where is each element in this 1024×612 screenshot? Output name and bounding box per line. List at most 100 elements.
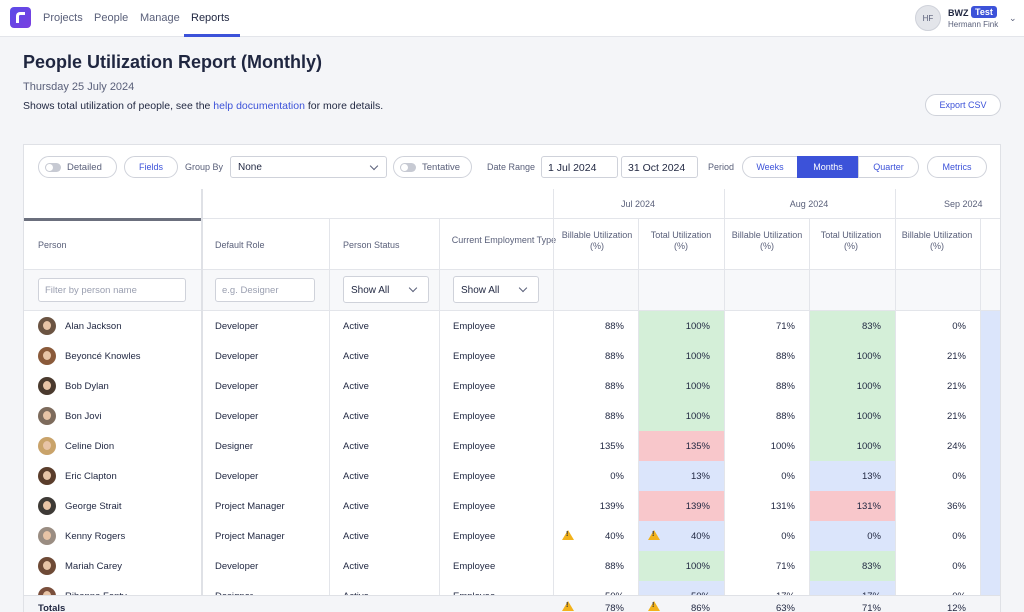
person-name[interactable]: Bob Dylan	[65, 381, 109, 392]
cell-shade	[639, 461, 724, 491]
person-name[interactable]: Beyoncé Knowles	[65, 351, 141, 362]
aug-billable: 71%	[775, 561, 795, 572]
aug-billable: 88%	[775, 351, 795, 362]
metrics-button[interactable]: Metrics	[927, 156, 987, 178]
user-name: Hermann Fink	[948, 20, 999, 29]
default-role: Developer	[215, 561, 259, 572]
aug-total: 100%	[856, 381, 881, 392]
table-row[interactable]: George Strait Project Manager Active Employ…	[24, 491, 1000, 521]
report-description: Shows total utilization of people, see t…	[23, 100, 384, 112]
cell-shade	[810, 461, 895, 491]
app-logo-icon[interactable]	[10, 7, 31, 28]
jul-total: 100%	[685, 351, 710, 362]
warning-icon	[648, 601, 660, 611]
person-avatar	[38, 317, 56, 335]
detailed-toggle[interactable]: Detailed	[38, 156, 117, 178]
report-panel: Detailed Fields Group By None Tentative …	[23, 144, 1001, 612]
col-header-jul-total[interactable]: Total Utilization (%)	[650, 230, 712, 251]
nav-people[interactable]: People	[94, 12, 129, 24]
cell-shade	[810, 401, 895, 431]
col-header-aug-total[interactable]: Total Utilization (%)	[820, 230, 882, 251]
col-header-status[interactable]: Person Status	[343, 240, 400, 250]
person-status: Active	[343, 351, 369, 362]
env-badge: Test	[971, 6, 997, 18]
table-row[interactable]: Bob Dylan Developer Active Employee 88% 100% 8…	[24, 371, 1000, 401]
warning-icon	[562, 601, 574, 611]
org-name: BWZ	[948, 8, 969, 18]
export-csv-button[interactable]: Export CSV	[925, 94, 1001, 116]
tentative-toggle[interactable]: Tentative	[393, 156, 472, 178]
period-weeks[interactable]: Weeks	[742, 156, 798, 178]
warning-icon	[562, 530, 574, 540]
aug-billable: 100%	[770, 441, 795, 452]
page-title: People Utilization Report (Monthly)	[23, 52, 322, 72]
date-from-input[interactable]: 1 Jul 2024	[541, 156, 618, 178]
cell-shade	[981, 461, 1000, 491]
jul-total: 100%	[685, 381, 710, 392]
person-name[interactable]: Eric Clapton	[65, 471, 117, 482]
col-header-role[interactable]: Default Role	[215, 240, 265, 250]
sep-billable: 0%	[952, 471, 966, 482]
group-by-select[interactable]: None	[230, 156, 387, 178]
jul-total: 100%	[685, 411, 710, 422]
employment-type: Employee	[453, 471, 496, 482]
jul-billable: 139%	[599, 501, 624, 512]
cell-shade	[810, 431, 895, 461]
jul-billable: 88%	[604, 561, 624, 572]
table-row[interactable]: Mariah Carey Developer Active Employee 88% 10…	[24, 551, 1000, 581]
nav-reports[interactable]: Reports	[191, 12, 230, 24]
period-months[interactable]: Months	[797, 156, 859, 178]
col-header-jul-billable[interactable]: Billable Utilization (%)	[561, 230, 633, 251]
period-label: Period	[708, 162, 735, 172]
cell-shade	[639, 401, 724, 431]
table-row[interactable]: Eric Clapton Developer Active Employee 0% 13%…	[24, 461, 1000, 491]
jul-total: 100%	[685, 321, 710, 332]
jul-total: 139%	[685, 501, 710, 512]
aug-total: 83%	[861, 561, 881, 572]
avatar[interactable]: HF	[915, 5, 941, 31]
person-avatar	[38, 377, 56, 395]
col-header-aug-billable[interactable]: Billable Utilization (%)	[731, 230, 803, 251]
nav-manage[interactable]: Manage	[140, 12, 180, 24]
default-role: Developer	[215, 381, 259, 392]
person-name[interactable]: Mariah Carey	[65, 561, 123, 572]
person-name[interactable]: George Strait	[65, 501, 122, 512]
sep-billable: 24%	[946, 441, 966, 452]
filter-role-input[interactable]: e.g. Designer	[215, 278, 315, 302]
sep-billable: 36%	[946, 501, 966, 512]
aug-total: 131%	[856, 501, 881, 512]
person-name[interactable]: Bon Jovi	[65, 411, 102, 422]
nav-projects[interactable]: Projects	[43, 12, 83, 24]
filter-status-select[interactable]: Show All	[343, 276, 429, 303]
month-header-sep: Sep 2024	[944, 199, 983, 209]
cell-shade	[810, 491, 895, 521]
table-row[interactable]: Celine Dion Designer Active Employee 135% 135…	[24, 431, 1000, 461]
totals-jul-billable: 78%	[604, 603, 624, 612]
period-quarter[interactable]: Quarter	[858, 156, 919, 178]
table-row[interactable]: Bon Jovi Developer Active Employee 88% 100% 88…	[24, 401, 1000, 431]
jul-total: 40%	[690, 531, 710, 542]
person-name[interactable]: Kenny Rogers	[65, 531, 126, 542]
col-header-sep-billable[interactable]: Billable Utilization (%)	[901, 230, 973, 251]
filter-person-input[interactable]: Filter by person name	[38, 278, 186, 302]
person-name[interactable]: Alan Jackson	[65, 321, 122, 332]
table-row[interactable]: Alan Jackson Developer Active Employee 88% 10…	[24, 311, 1000, 341]
filter-employment-select[interactable]: Show All	[453, 276, 539, 303]
aug-billable: 0%	[781, 531, 795, 542]
table-row[interactable]: Beyoncé Knowles Developer Active Employee 88…	[24, 341, 1000, 371]
default-role: Developer	[215, 321, 259, 332]
person-avatar	[38, 557, 56, 575]
jul-billable: 40%	[604, 531, 624, 542]
person-name[interactable]: Celine Dion	[65, 441, 115, 452]
help-documentation-link[interactable]: help documentation	[213, 100, 305, 112]
col-header-person[interactable]: Person	[38, 240, 67, 250]
sep-billable: 21%	[946, 351, 966, 362]
user-menu-chevron-icon[interactable]: ⌄	[1009, 13, 1017, 23]
employment-type: Employee	[453, 531, 496, 542]
col-header-employment[interactable]: Current Employment Type	[451, 235, 557, 245]
date-to-input[interactable]: 31 Oct 2024	[621, 156, 698, 178]
jul-billable: 135%	[599, 441, 624, 452]
employment-type: Employee	[453, 321, 496, 332]
fields-button[interactable]: Fields	[124, 156, 178, 178]
table-row[interactable]: Kenny Rogers Project Manager Active Employe…	[24, 521, 1000, 551]
